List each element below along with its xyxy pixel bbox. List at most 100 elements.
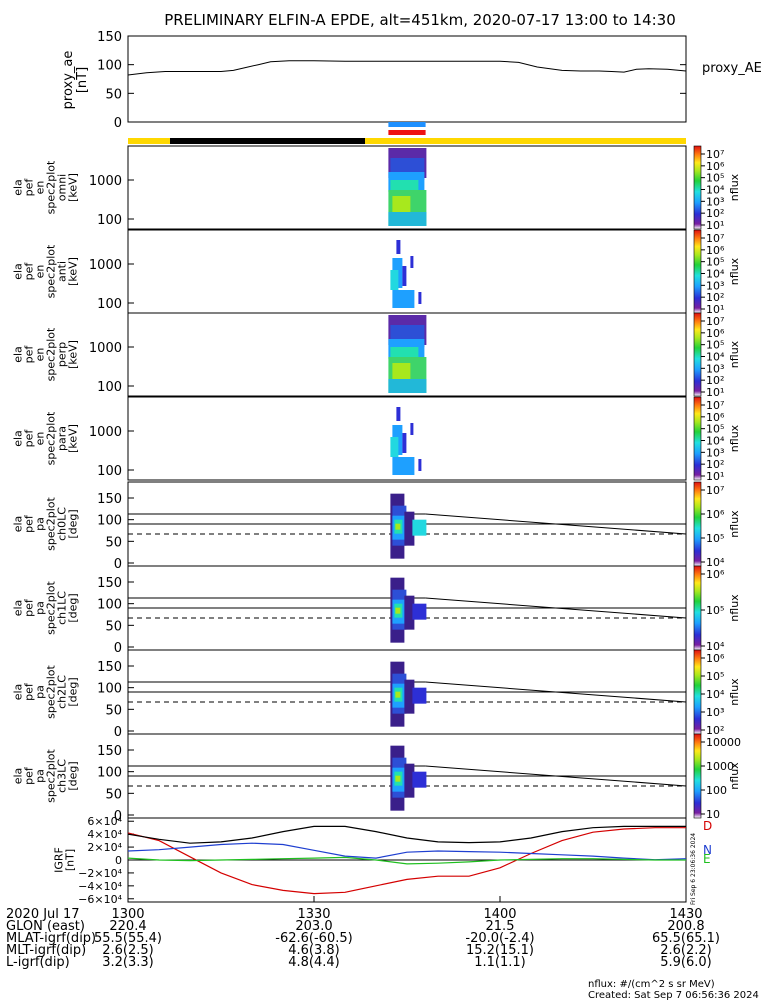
spec1-spectrogram-cell: [390, 270, 399, 290]
pa3-ytick-label: 50: [105, 787, 122, 802]
proxy-ytick-label: 0: [114, 116, 122, 131]
pa0-ytick-label: 0: [114, 557, 122, 572]
energy-spectrogram-panels: 1000100elapefenspec2plotomni[keV]10⁷10⁶1…: [12, 145, 741, 483]
pa0-ytick-label: 150: [97, 492, 122, 507]
proxy-ae-panel: 150 100 50 0 proxy_ae[nT] proxy_AE: [61, 30, 762, 131]
footer-cell: 5.9(6.0): [660, 955, 712, 970]
pa0-ytick-label: 100: [97, 514, 122, 529]
spec0-cbar-tick-label: 10²: [706, 207, 724, 220]
pa0-cbar-tick-label: 10⁶: [706, 508, 725, 521]
pa0-colorbar: [693, 481, 702, 567]
pa0-spectrogram-cell: [395, 523, 401, 530]
proxy-axes-frame: [127, 35, 687, 123]
created-note: Created: Sat Sep 7 06:56:36 2024: [588, 990, 759, 1000]
footer-cell: 4.8(4.4): [288, 955, 340, 970]
igrf-series-D: [127, 827, 686, 895]
pa3-ytick-label: 150: [97, 744, 122, 759]
pa3-cbar-tick-label: 10000: [706, 736, 741, 749]
spec2-axes-frame: [127, 312, 687, 397]
pa3-cbar-tick-label: 10: [706, 808, 720, 821]
spec3-cbar-tick-label: 10⁴: [706, 435, 725, 448]
spec1-cbar-tick-label: 10²: [706, 291, 724, 304]
spec2-cbar-tick-label: 10⁷: [706, 315, 724, 328]
igrf-ytick-label: −6×10⁴: [78, 893, 122, 906]
pa1-cbar-tick-label: 10⁶: [706, 568, 725, 581]
footer-cell: 65.5(65.1): [652, 931, 720, 946]
proxy-ytick-label: 100: [97, 59, 122, 74]
spec0-cbar-label: nflux: [728, 173, 741, 201]
footer-cell: 2.6(2.2): [660, 943, 712, 958]
spec0-cbar-tick-label: 10⁵: [706, 172, 724, 185]
spec3-spectrogram-cell: [396, 407, 401, 421]
black-shadow-bar: [170, 138, 365, 144]
igrf-ytick-label: 4×10⁴: [87, 828, 122, 841]
pa2-ytick-label: 0: [114, 725, 122, 740]
footer-row-label: MLT-igrf(dip): [6, 943, 86, 958]
proxy-ytick-label: 150: [97, 30, 122, 45]
footer-cell: 1300: [111, 907, 144, 922]
spec2-cbar-tick-label: 10³: [706, 362, 724, 375]
footer-cell: 1430: [669, 907, 702, 922]
pa2-ytick-label: 100: [97, 682, 122, 697]
spec3-cbar-label: nflux: [728, 424, 741, 452]
pa1-ytick-label: 50: [105, 619, 122, 634]
pa3-cbar-tick-label: 100: [706, 784, 727, 797]
spec0-ytick-label: 100: [97, 213, 122, 228]
pa2-ylabel: elapefpaspec2plotch2LC[deg]: [12, 665, 80, 719]
spec1-cbar-tick-label: 10⁵: [706, 256, 724, 269]
footer-cell: 15.2(15.1): [466, 943, 534, 958]
footer-row-label: GLON (east): [6, 919, 85, 934]
pa1-spectrogram-cell: [404, 595, 415, 630]
spec2-cbar-label: nflux: [728, 340, 741, 368]
orbit-footer-table: 2020 Jul 17 1300 1330 1400 1430 GLON (east) 22…: [6, 896, 720, 970]
pa1-colorbar: [693, 565, 702, 651]
spec3-spectrogram-cell: [418, 459, 422, 471]
spec1-ytick-label: 100: [97, 297, 122, 312]
pa2-cbar-tick-label: 10²: [706, 724, 724, 737]
spec0-cbar-tick-label: 10⁴: [706, 184, 725, 197]
pa1-spectrogram-cell: [395, 607, 401, 614]
pa1-cbar-tick-label: 10⁵: [706, 604, 724, 617]
spec2-cbar-tick-label: 10⁴: [706, 351, 725, 364]
spec1-ylabel: elapefenspec2plotanti[keV]: [12, 244, 80, 298]
yellow-orbit-bar: [128, 138, 686, 144]
spec2-ytick-label: 1000: [89, 341, 122, 356]
spec3-cbar-tick-label: 10⁷: [706, 399, 724, 412]
igrf-series-E: [127, 856, 686, 865]
pa2-spectrogram-cell: [395, 691, 401, 698]
footer-cell: 55.5(55.4): [94, 931, 162, 946]
spec2-ytick-label: 100: [97, 380, 122, 395]
pa0-spectrogram-cell: [412, 519, 427, 536]
pa2-colorbar: [693, 649, 702, 735]
pa1-cbar-label: nflux: [728, 594, 741, 622]
pa3-spectrogram-cell: [404, 763, 415, 798]
pa3-cbar-tick-label: 1000: [706, 760, 734, 773]
pa0-spectrogram-cell: [404, 511, 415, 546]
pa2-cbar-tick-label: 10⁵: [706, 670, 724, 683]
igrf-ytick-label: −2×10⁴: [78, 867, 122, 880]
igrf-ytick-label: 0: [115, 854, 122, 867]
footer-row-label: 2020 Jul 17: [6, 907, 80, 922]
spec0-cbar-tick-label: 10¹: [706, 219, 724, 232]
spec1-cbar-label: nflux: [728, 257, 741, 285]
footer-cell: 220.4: [109, 919, 146, 934]
spec3-ytick-label: 1000: [89, 425, 122, 440]
spec1-cbar-tick-label: 10¹: [706, 303, 724, 316]
pa0-cbar-tick-label: 10⁵: [706, 532, 724, 545]
spec3-ytick-label: 100: [97, 464, 122, 479]
spec1-spectrogram-cell: [402, 266, 407, 286]
blue-zone-bar: [388, 122, 426, 127]
spec0-cbar-tick-label: 10⁶: [706, 160, 725, 173]
spec0-ytick-label: 1000: [89, 174, 122, 189]
nflux-units-note: nflux: #/(cm^2 s sr MeV): [588, 979, 715, 990]
spec2-ylabel: elapefenspec2plotperp[keV]: [12, 327, 80, 381]
pa2-cbar-tick-label: 10³: [706, 706, 724, 719]
proxy-ae-series: [127, 60, 687, 76]
spec0-cbar-tick-label: 10⁷: [706, 148, 724, 161]
spec1-cbar-tick-label: 10⁴: [706, 268, 725, 281]
footer-cell: 200.8: [667, 919, 704, 934]
spec3-axes-frame: [127, 396, 687, 481]
igrf-ylabel: IGRF[nT]: [53, 847, 77, 873]
